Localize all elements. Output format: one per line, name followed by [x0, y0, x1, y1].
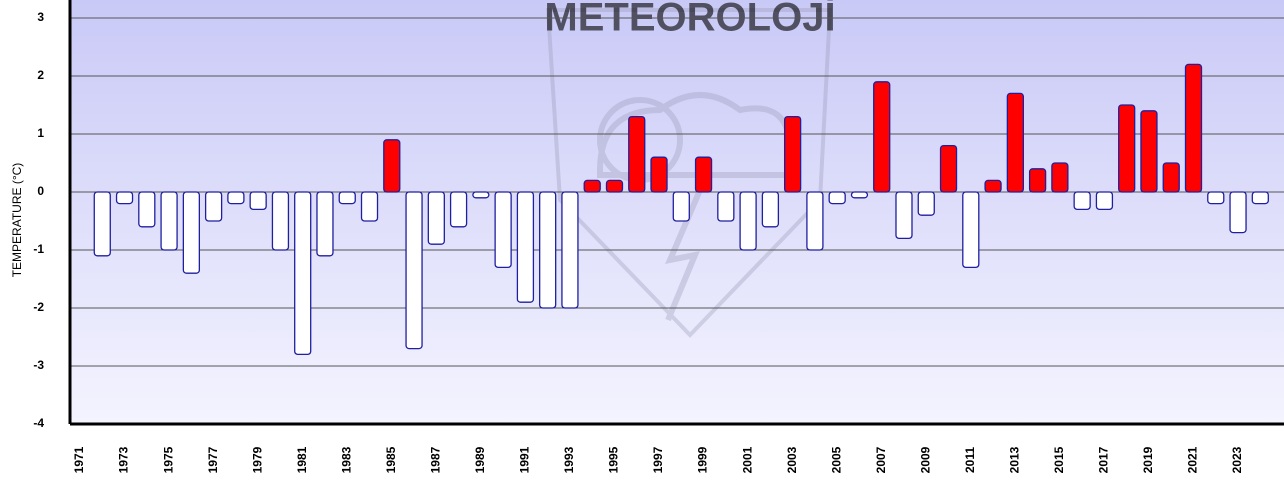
bar: [739, 191, 757, 251]
bar: [427, 191, 445, 245]
bar: [93, 191, 111, 257]
bar: [962, 191, 980, 269]
bar: [338, 191, 356, 205]
bar: [873, 81, 891, 193]
bar: [1184, 63, 1203, 193]
bar: [917, 191, 935, 216]
bar: [1229, 191, 1247, 234]
bar: [1006, 92, 1024, 193]
bar: [694, 156, 713, 193]
x-tick-label: 1977: [206, 446, 220, 473]
x-tick-label: 2009: [918, 446, 932, 473]
y-tick-label: -2: [33, 300, 44, 314]
x-tick-label: 1997: [651, 446, 665, 473]
x-tick-label: 2021: [1186, 446, 1200, 473]
y-axis-label: TEMPERATURE (°C): [10, 163, 24, 278]
x-tick-label: 1983: [339, 446, 353, 473]
x-tick-label: 2019: [1141, 446, 1155, 473]
bar: [249, 191, 267, 211]
watermark: METEOROLOJİ: [544, 0, 835, 40]
y-tick-label: -4: [33, 416, 44, 430]
bar: [717, 191, 735, 222]
bar: [561, 191, 579, 309]
bar: [472, 191, 490, 199]
bar: [1028, 168, 1047, 193]
x-tick-label: 1991: [518, 446, 532, 473]
bar: [806, 191, 824, 251]
x-tick-label: 1987: [428, 446, 442, 473]
bar: [1073, 191, 1091, 211]
x-tick-label: 2005: [829, 446, 843, 473]
bar: [227, 191, 245, 205]
x-tick-label: 1975: [161, 446, 175, 473]
y-tick-label: -3: [33, 358, 44, 372]
bar: [539, 191, 557, 309]
bar: [1051, 162, 1069, 193]
bar: [628, 115, 646, 193]
bar: [605, 179, 624, 193]
bar: [783, 115, 802, 193]
bar: [360, 191, 379, 222]
x-tick-label: 1989: [473, 446, 487, 473]
x-tick-label: 2017: [1097, 446, 1111, 473]
bar: [204, 191, 223, 222]
bar: [984, 179, 1002, 193]
x-tick-label: 2001: [740, 446, 754, 473]
bar: [583, 179, 601, 193]
bar: [494, 191, 512, 269]
bar: [1162, 162, 1180, 193]
x-tick-label: 1971: [72, 446, 86, 473]
y-tick-label: 2: [37, 68, 44, 82]
x-tick-label: 2007: [874, 446, 888, 473]
bar: [1251, 191, 1269, 205]
bar: [138, 191, 156, 228]
bar: [271, 191, 290, 251]
bar: [405, 191, 423, 350]
y-tick-label: -1: [33, 242, 44, 256]
bar: [650, 156, 668, 193]
bar: [160, 191, 178, 251]
x-tick-label: 2023: [1230, 446, 1244, 473]
x-tick-label: 1979: [250, 446, 264, 473]
bar: [1095, 191, 1114, 211]
bar: [449, 191, 468, 228]
x-tick-label: 1973: [117, 446, 131, 473]
y-tick-label: 0: [37, 184, 44, 198]
x-tick-label: 1993: [562, 446, 576, 473]
bar: [895, 191, 913, 240]
x-tick-label: 2015: [1052, 446, 1066, 473]
bar: [850, 191, 869, 199]
bar: [761, 191, 780, 228]
x-tick-label: 1999: [696, 446, 710, 473]
x-tick-label: 2013: [1008, 446, 1022, 473]
bar: [1207, 191, 1225, 205]
x-tick-label: 1995: [607, 446, 621, 473]
bar: [939, 144, 958, 193]
bar: [316, 191, 334, 257]
bar: [115, 191, 134, 205]
bar: [1140, 110, 1158, 193]
x-tick-label: 1981: [295, 446, 309, 473]
x-tick-label: 2011: [963, 447, 977, 473]
x-tick-label: 1985: [384, 446, 398, 473]
bar: [294, 191, 312, 356]
bar: [383, 139, 401, 193]
x-tick-label: 2003: [785, 446, 799, 473]
y-tick-label: 3: [37, 10, 44, 24]
bar: [828, 191, 846, 205]
y-tick-label: 1: [37, 126, 44, 140]
bar: [182, 191, 201, 274]
bar: [672, 191, 690, 222]
bar: [1118, 104, 1136, 193]
bar: [516, 191, 535, 303]
